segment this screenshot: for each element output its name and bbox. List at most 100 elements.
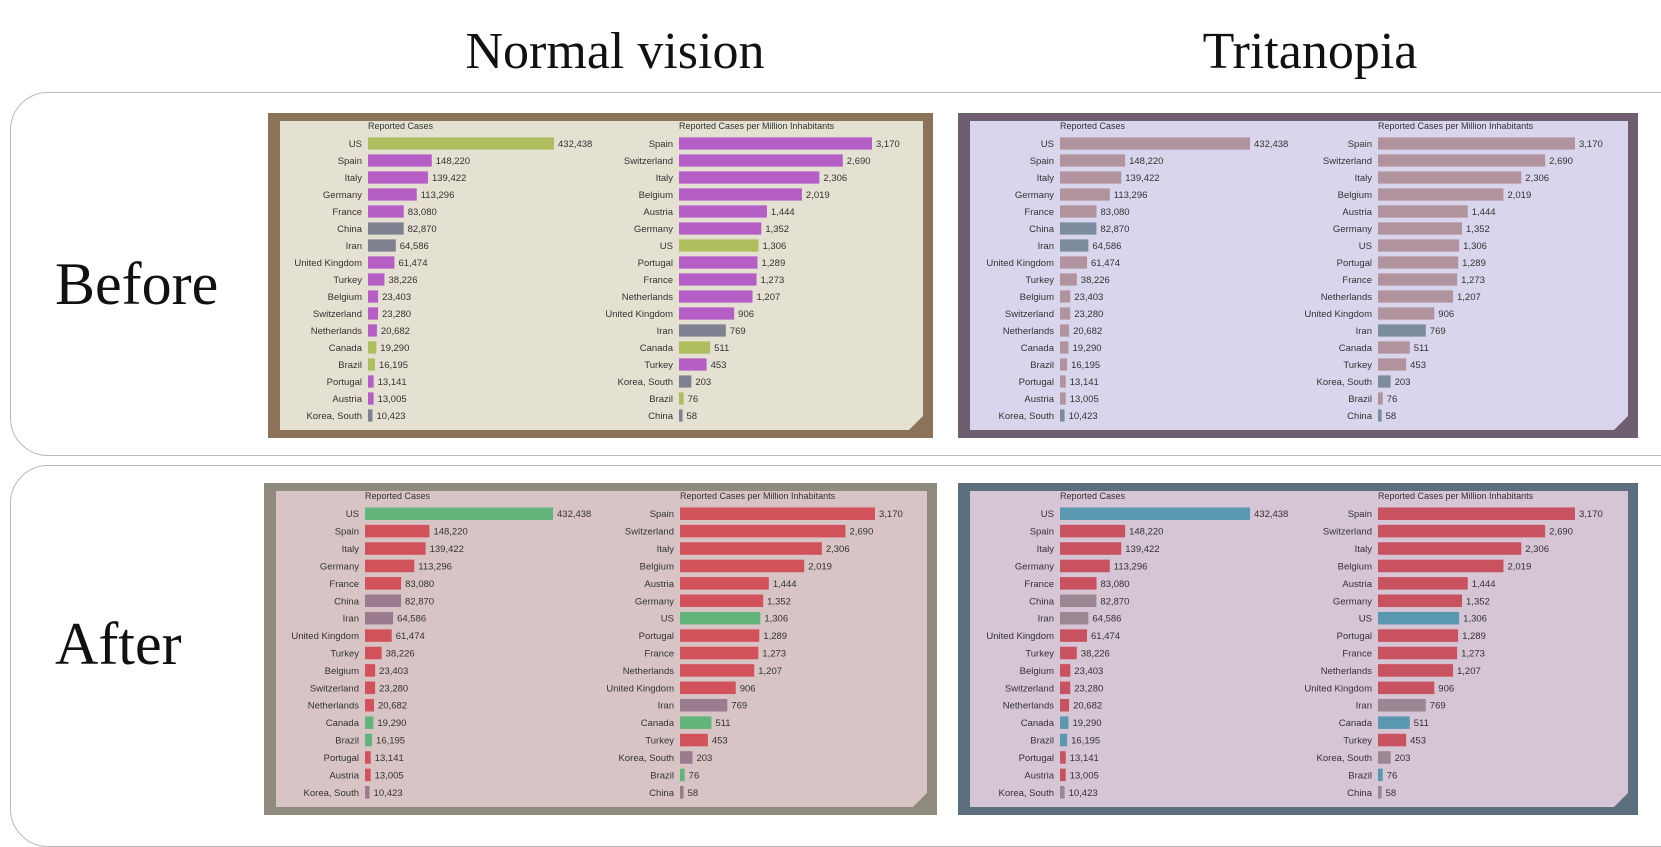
bar: [679, 222, 762, 235]
value-label: 139,422: [430, 544, 464, 555]
value-label: 769: [1430, 701, 1446, 712]
category-label: Brazil: [338, 360, 362, 371]
bar: [1060, 594, 1097, 608]
category-label: Canada: [326, 718, 360, 729]
value-label: 2,019: [1507, 561, 1531, 572]
bar: [1378, 629, 1459, 642]
value-label: 16,195: [379, 360, 408, 371]
bar: [1378, 188, 1504, 201]
bar: [1378, 222, 1463, 235]
bar: [1060, 375, 1066, 388]
value-label: 61,474: [1091, 631, 1120, 642]
category-label: US: [1041, 139, 1054, 150]
bar: [1378, 594, 1463, 608]
value-label: 23,280: [1074, 683, 1103, 694]
category-label: US: [1041, 509, 1054, 520]
bar: [1060, 559, 1110, 573]
category-label: China: [1029, 224, 1055, 235]
category-label: United Kingdom: [294, 258, 362, 269]
category-label: Switzerland: [1323, 156, 1372, 167]
chart-after-tritanopia: Reported Cases US 432,438 Spain 148,220 Italy…: [958, 483, 1638, 815]
category-label: China: [1029, 596, 1055, 607]
value-label: 113,296: [1114, 561, 1148, 572]
category-label: Iran: [1038, 614, 1054, 625]
value-label: 203: [1395, 753, 1411, 764]
category-label: Korea, South: [304, 788, 359, 799]
bar: [680, 629, 760, 642]
category-label: United Kingdom: [986, 258, 1054, 269]
category-label: Turkey: [330, 649, 359, 660]
category-label: Belgium: [1020, 666, 1054, 677]
bar: [365, 524, 430, 538]
category-label: Canada: [329, 343, 363, 354]
bar: [1378, 154, 1546, 167]
category-label: Turkey: [1025, 649, 1054, 660]
bar: [679, 171, 820, 184]
category-label: Switzerland: [624, 156, 673, 167]
value-label: 83,080: [1101, 207, 1130, 218]
bar: [368, 222, 404, 235]
bar: [1378, 611, 1460, 625]
bar: [368, 290, 379, 303]
value-label: 83,080: [405, 579, 434, 590]
bar: [1060, 256, 1088, 269]
value-label: 83,080: [1101, 579, 1130, 590]
bar: [680, 577, 769, 590]
category-label: Netherlands: [1003, 701, 1054, 712]
bar: [1060, 171, 1122, 184]
value-label: 2,306: [1525, 544, 1549, 555]
value-label: 203: [1395, 377, 1411, 388]
value-label: 20,682: [378, 701, 407, 712]
value-label: 23,403: [382, 292, 411, 303]
category-label: Germany: [1015, 190, 1054, 201]
value-label: 38,226: [1081, 275, 1110, 286]
bar: [365, 577, 402, 590]
value-label: 61,474: [1091, 258, 1120, 269]
value-label: 2,019: [808, 561, 832, 572]
value-label: 511: [1414, 718, 1429, 729]
bar: [1060, 341, 1069, 354]
value-label: 906: [1438, 309, 1454, 320]
panel-before-tritanopia: Reported Cases US 432,438 Spain 148,220 Italy…: [958, 113, 1638, 438]
bar: [680, 751, 693, 764]
bar: [368, 273, 385, 286]
bar: [368, 341, 377, 354]
category-label: US: [349, 139, 362, 150]
value-label: 1,352: [767, 596, 791, 607]
bar: [365, 768, 371, 782]
category-label: Iran: [1356, 701, 1372, 712]
category-label: Spain: [1348, 509, 1372, 520]
bar: [1378, 768, 1383, 782]
bar: [679, 188, 802, 201]
bar: [368, 188, 417, 201]
value-label: 2,019: [1507, 190, 1531, 201]
value-label: 1,444: [773, 579, 797, 590]
value-label: 511: [714, 343, 729, 354]
chart-title-0: Reported Cases: [365, 491, 431, 501]
bar: [1378, 507, 1575, 520]
value-label: 906: [740, 683, 756, 694]
bar: [365, 716, 374, 729]
value-label: 2,690: [849, 527, 873, 538]
category-label: US: [1359, 614, 1372, 625]
category-label: Germany: [1333, 224, 1372, 235]
bar: [1378, 542, 1522, 555]
bar: [1060, 698, 1070, 712]
bar: [1060, 137, 1250, 150]
value-label: 82,870: [1100, 224, 1129, 235]
bar: [1060, 524, 1126, 538]
bar: [1378, 358, 1407, 371]
bar: [679, 409, 683, 422]
category-label: Iran: [343, 614, 359, 625]
category-label: Italy: [657, 544, 675, 555]
bar: [1060, 716, 1069, 729]
value-label: 1,273: [761, 275, 785, 286]
category-label: Turkey: [1025, 275, 1054, 286]
bar: [679, 290, 753, 303]
category-label: Canada: [1021, 718, 1055, 729]
category-label: France: [1024, 207, 1054, 218]
value-label: 511: [715, 718, 730, 729]
category-label: Spain: [1030, 527, 1054, 538]
value-label: 1,306: [764, 614, 788, 625]
bar: [680, 698, 728, 712]
